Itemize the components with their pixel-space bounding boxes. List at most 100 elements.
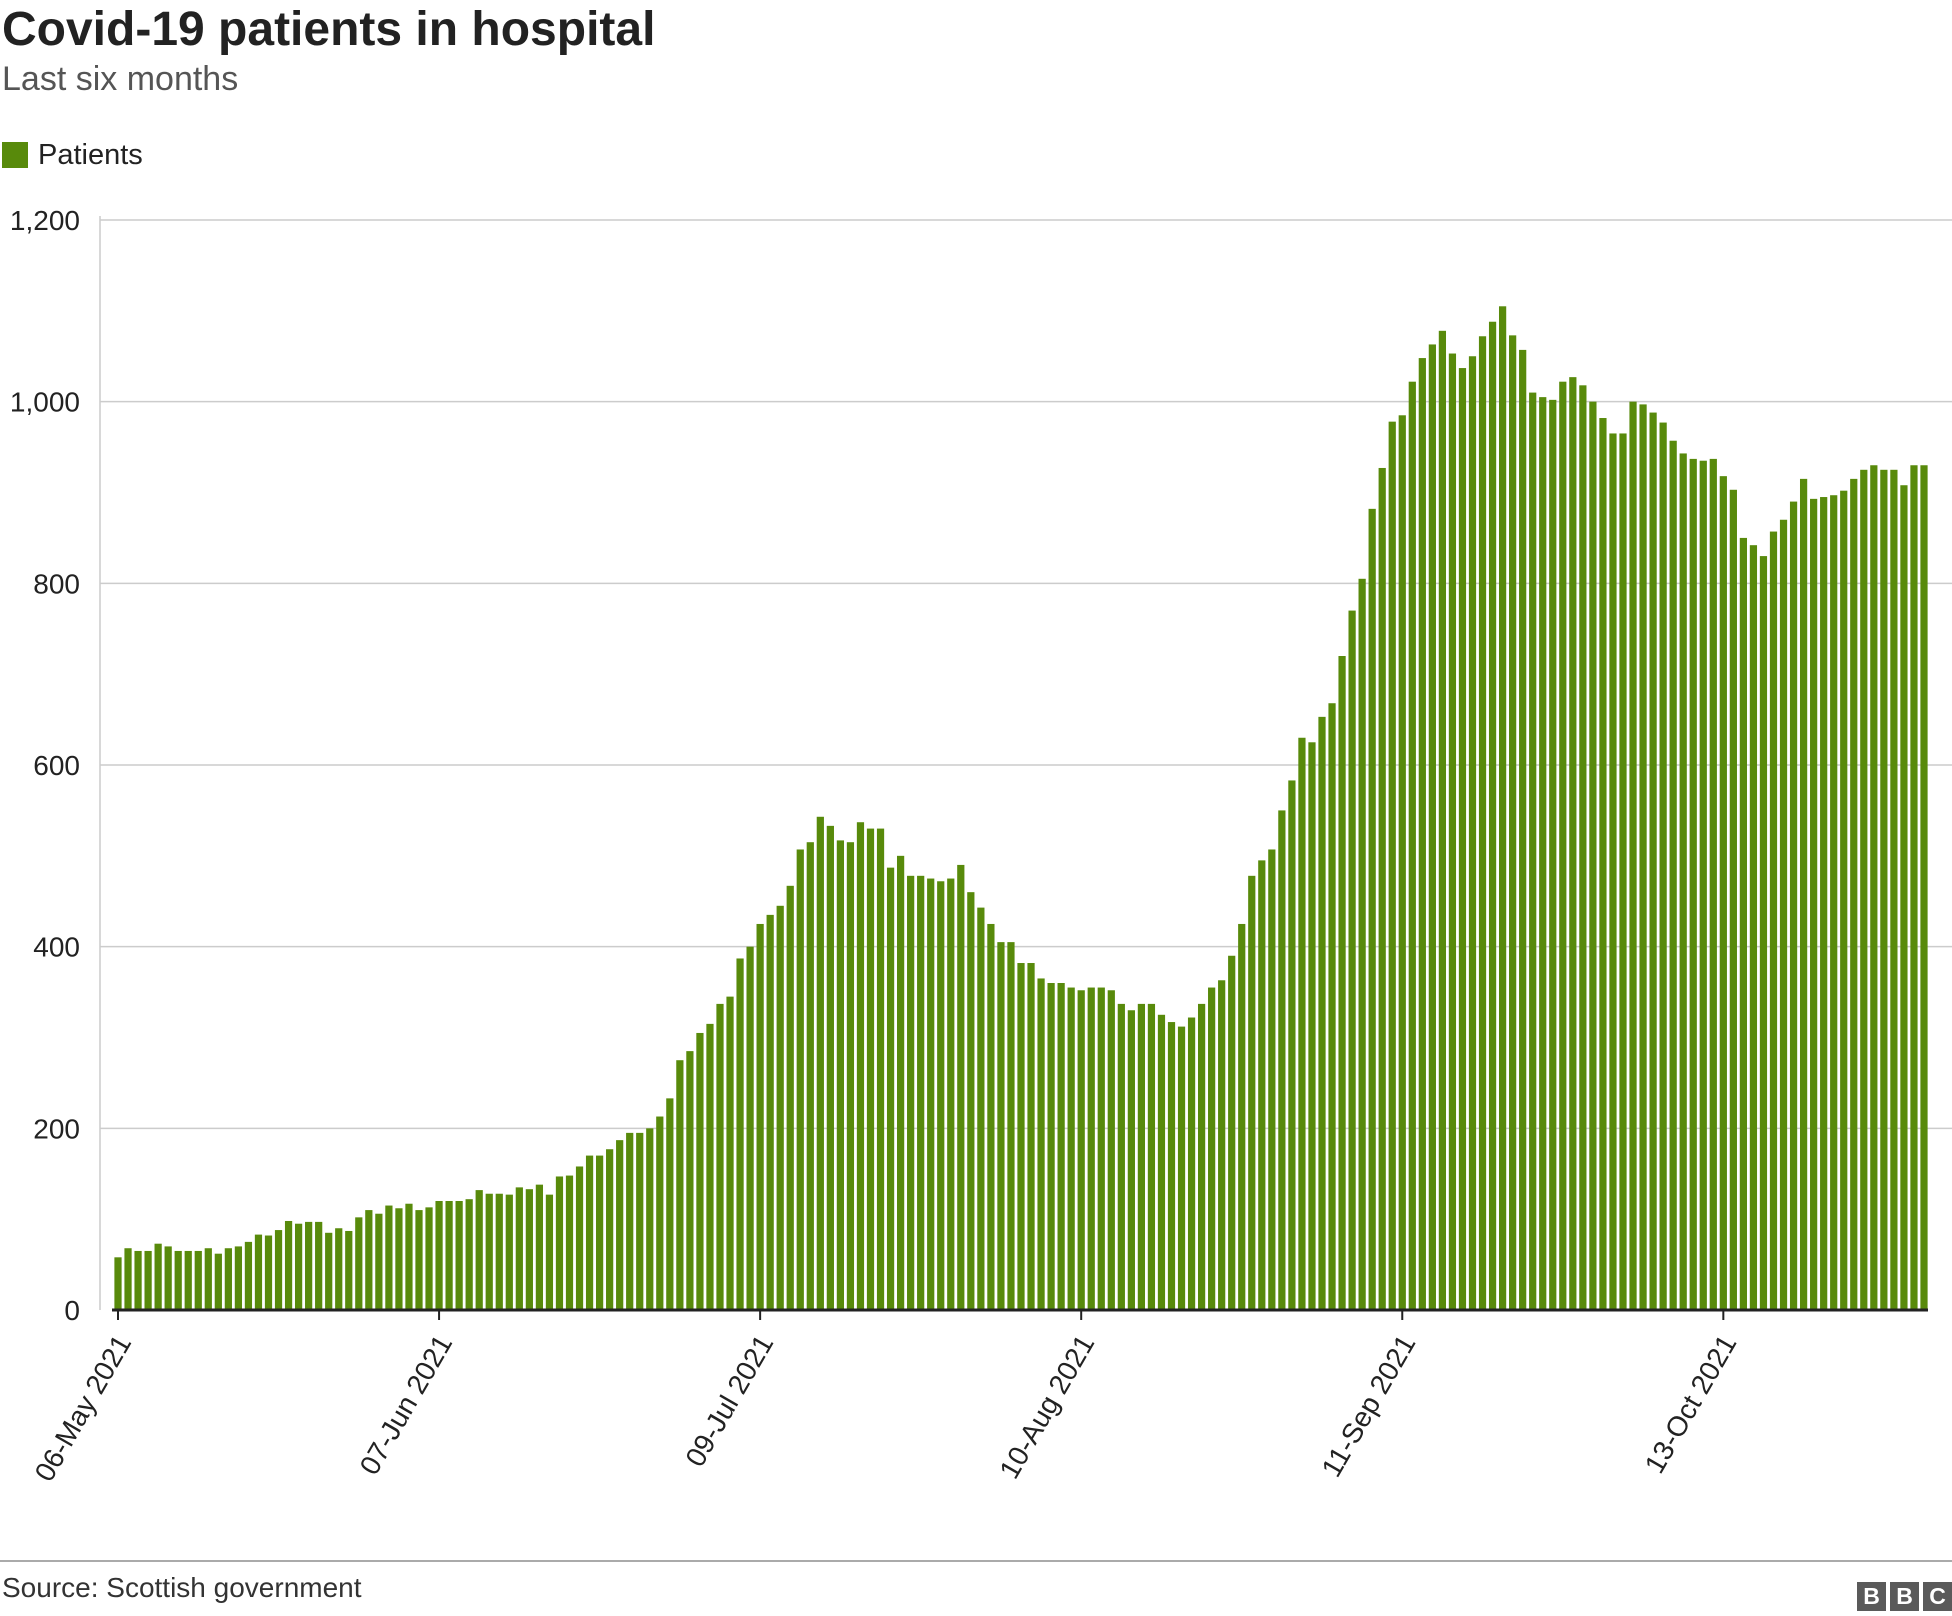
bar bbox=[425, 1207, 433, 1310]
bar bbox=[1298, 737, 1306, 1310]
bar bbox=[1599, 418, 1607, 1310]
bbc-logo-letter: B bbox=[1857, 1582, 1886, 1611]
bar bbox=[826, 825, 834, 1310]
bar bbox=[947, 878, 955, 1310]
bar bbox=[585, 1155, 594, 1310]
bar bbox=[224, 1248, 232, 1310]
bar bbox=[505, 1194, 513, 1310]
bar bbox=[1519, 349, 1527, 1310]
bar bbox=[1830, 495, 1838, 1311]
chart-legend: Patients bbox=[2, 138, 143, 172]
bbc-logo-letter: C bbox=[1923, 1582, 1952, 1611]
bar bbox=[917, 875, 925, 1310]
bar bbox=[1258, 860, 1266, 1310]
bar bbox=[194, 1250, 202, 1310]
bar bbox=[1127, 1010, 1135, 1310]
x-tick-label: 10-Aug 2021 bbox=[993, 1330, 1100, 1484]
bar bbox=[636, 1132, 644, 1310]
bar bbox=[565, 1175, 574, 1310]
bar bbox=[1699, 460, 1707, 1310]
bar bbox=[1398, 415, 1406, 1311]
bar bbox=[997, 942, 1005, 1310]
bar bbox=[1910, 465, 1918, 1310]
bar bbox=[1779, 519, 1788, 1310]
bar bbox=[1468, 356, 1477, 1310]
bar bbox=[896, 855, 905, 1310]
bar bbox=[1208, 987, 1216, 1310]
legend-label-patients: Patients bbox=[38, 138, 143, 171]
bar bbox=[154, 1243, 162, 1310]
bar bbox=[1669, 440, 1677, 1311]
bar bbox=[1840, 490, 1848, 1310]
bar bbox=[575, 1166, 584, 1310]
bar bbox=[204, 1248, 212, 1310]
bar bbox=[1569, 377, 1577, 1310]
bar bbox=[1358, 578, 1366, 1310]
bar bbox=[535, 1184, 544, 1310]
bar bbox=[1418, 358, 1426, 1311]
bar bbox=[646, 1128, 654, 1310]
bar bbox=[555, 1176, 564, 1310]
bar bbox=[1870, 465, 1878, 1310]
bar bbox=[1368, 508, 1376, 1311]
bar bbox=[345, 1230, 353, 1310]
bar bbox=[1659, 422, 1667, 1310]
bar bbox=[1047, 983, 1055, 1310]
bar bbox=[325, 1232, 333, 1310]
bar bbox=[415, 1210, 423, 1310]
bar bbox=[385, 1205, 393, 1310]
bar bbox=[1850, 478, 1858, 1310]
bar bbox=[1187, 1017, 1196, 1310]
bar bbox=[355, 1217, 363, 1310]
bar bbox=[1248, 875, 1256, 1310]
bar bbox=[987, 923, 995, 1310]
bar bbox=[1559, 381, 1567, 1310]
bar bbox=[957, 864, 965, 1310]
bar bbox=[1820, 497, 1828, 1311]
bar bbox=[1338, 656, 1346, 1310]
bar bbox=[174, 1250, 182, 1310]
bar bbox=[866, 828, 875, 1310]
bar bbox=[1288, 780, 1296, 1310]
bar bbox=[244, 1241, 253, 1310]
bar bbox=[545, 1194, 554, 1310]
bar bbox=[1097, 987, 1105, 1310]
bar bbox=[1880, 469, 1888, 1311]
bar bbox=[1860, 469, 1868, 1311]
bar bbox=[234, 1246, 243, 1310]
bar bbox=[1488, 321, 1497, 1310]
bar bbox=[1388, 421, 1396, 1310]
bar bbox=[1278, 810, 1286, 1310]
bar bbox=[1619, 433, 1627, 1310]
bar bbox=[445, 1201, 453, 1310]
bar bbox=[686, 1051, 694, 1310]
bar bbox=[876, 828, 885, 1310]
bar bbox=[1137, 1003, 1146, 1310]
bar bbox=[1900, 485, 1908, 1310]
bar bbox=[475, 1190, 483, 1310]
bar bbox=[1117, 1003, 1125, 1310]
bar bbox=[395, 1208, 403, 1310]
bar bbox=[1107, 990, 1115, 1310]
bar bbox=[1057, 983, 1065, 1310]
x-tick-label: 11-Sep 2021 bbox=[1315, 1330, 1421, 1483]
bar bbox=[746, 946, 754, 1310]
y-tick-label: 1,200 bbox=[10, 205, 80, 236]
bar bbox=[1218, 980, 1226, 1310]
chart-title: Covid-19 patients in hospital bbox=[2, 3, 656, 56]
bar bbox=[886, 867, 895, 1310]
bar bbox=[1167, 1022, 1176, 1310]
bar bbox=[756, 923, 764, 1310]
x-axis: 06-May 2021 07-Jun 2021 09-Jul 2021 10-Aug … bbox=[29, 1310, 1743, 1487]
bar bbox=[1679, 453, 1687, 1311]
bar bbox=[1328, 703, 1336, 1310]
y-tick-label: 600 bbox=[33, 750, 80, 781]
bar bbox=[1007, 942, 1015, 1310]
bar bbox=[365, 1210, 373, 1310]
bar bbox=[1017, 963, 1025, 1310]
bar bbox=[184, 1250, 192, 1310]
bar bbox=[656, 1116, 664, 1310]
bar bbox=[1729, 489, 1737, 1310]
bar bbox=[1759, 556, 1768, 1310]
bar bbox=[1789, 501, 1798, 1310]
